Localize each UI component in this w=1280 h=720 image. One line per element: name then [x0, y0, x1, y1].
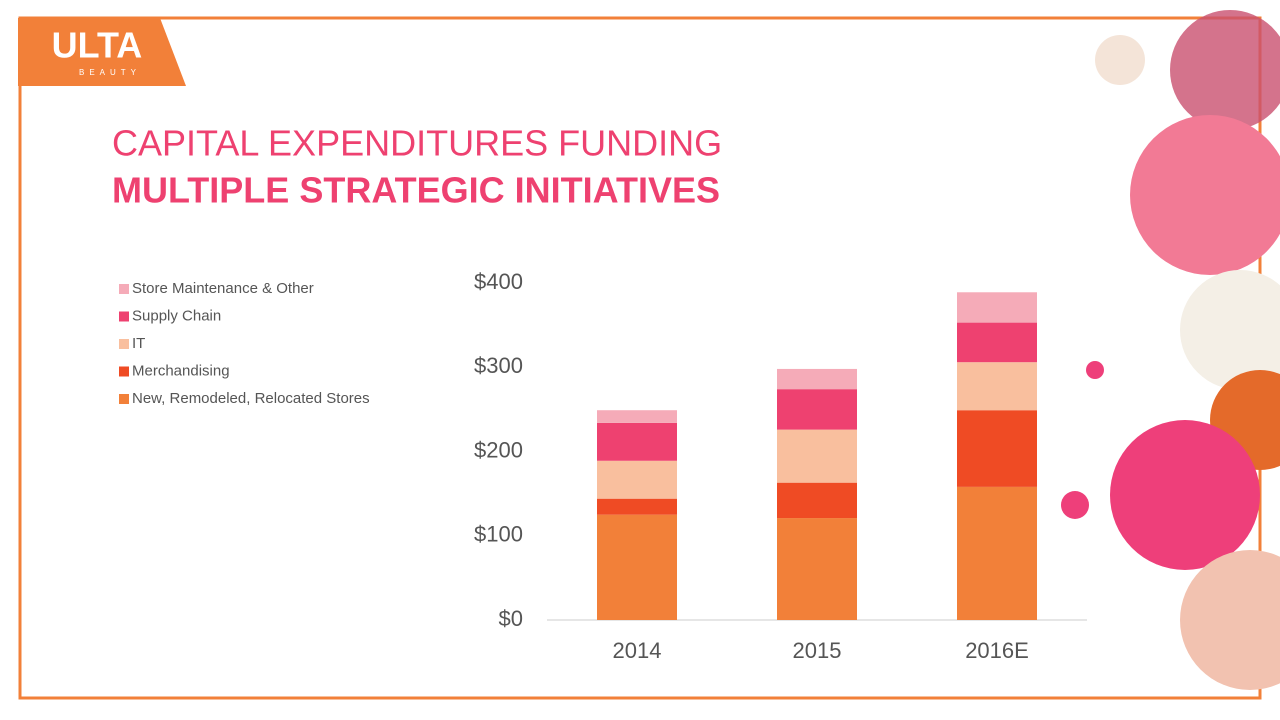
bar-segment: [597, 460, 677, 499]
x-tick-label: 2015: [793, 638, 842, 663]
legend-label: Merchandising: [132, 362, 230, 379]
x-tick-label: 2016E: [965, 638, 1029, 663]
bar-segment: [597, 498, 677, 515]
bar-segment: [777, 518, 857, 620]
logo-box: [18, 18, 186, 86]
bar-segment: [777, 482, 857, 519]
bar-segment: [957, 486, 1037, 620]
legend-swatch: [119, 366, 129, 377]
bar-segment: [957, 362, 1037, 411]
y-tick-label: $300: [474, 353, 523, 378]
makeup-decor: [1061, 10, 1280, 690]
legend-label: Store Maintenance & Other: [132, 280, 314, 297]
chart-title: CAPITAL EXPENDITURES FUNDING: [112, 123, 722, 164]
bar-segment: [777, 368, 857, 390]
legend-label: New, Remodeled, Relocated Stores: [132, 390, 370, 407]
legend-swatch: [119, 394, 129, 404]
bar-segment: [597, 514, 677, 620]
y-tick-label: $100: [474, 522, 523, 547]
bar-segment: [957, 322, 1037, 363]
bar-segment: [597, 410, 677, 423]
legend-label: Supply Chain: [132, 307, 221, 324]
x-tick-label: 2014: [613, 638, 662, 663]
chart-subtitle: MULTIPLE STRATEGIC INITIATIVES: [112, 170, 720, 211]
bar-segment: [777, 389, 857, 430]
y-tick-label: $0: [499, 606, 523, 631]
bar-segment: [957, 292, 1037, 323]
logo-tagline: BEAUTY: [79, 68, 141, 77]
bar-segment: [777, 429, 857, 483]
legend-swatch: [119, 339, 129, 349]
legend-swatch: [119, 311, 129, 322]
logo-name: ULTA: [52, 25, 143, 66]
legend-swatch: [119, 284, 129, 294]
legend-label: IT: [132, 335, 145, 352]
bar-segment: [957, 410, 1037, 487]
bar-segment: [597, 422, 677, 461]
y-tick-label: $400: [474, 269, 523, 294]
y-tick-label: $200: [474, 437, 523, 462]
